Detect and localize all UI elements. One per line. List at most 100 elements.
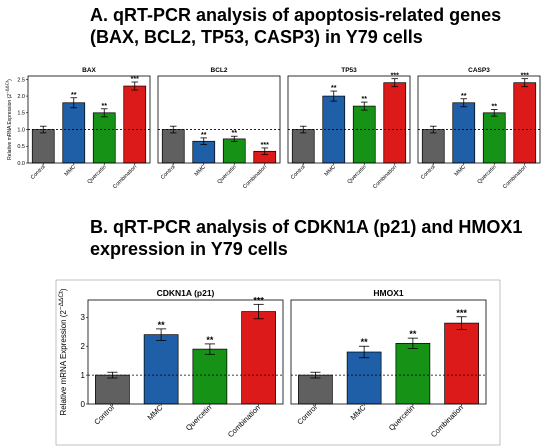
- bar: [161, 129, 185, 164]
- y-tick-label: 1: [81, 371, 86, 380]
- bar: [241, 311, 276, 405]
- chart-hmox1: Control ** MMC ** Quercetin *** Combination HMO…: [290, 288, 487, 439]
- y-axis-label-text: Relative mRNA Expression (2: [59, 310, 68, 416]
- y-tick-label: 1.0: [17, 127, 25, 133]
- chart-tp53: Control**MMC**Quercetin***CombinationTP5…: [287, 67, 411, 190]
- panel-a-heading: A. qRT-PCR analysis of apoptosis-related…: [90, 4, 530, 48]
- y-axis-label: Relative mRNA Expression (2−ΔΔCt): [58, 288, 68, 415]
- chart-title: CASP3: [468, 67, 490, 74]
- y-tick-label: 2.5: [17, 77, 25, 83]
- significance-label: **: [409, 329, 417, 339]
- bar: [31, 129, 55, 164]
- significance-label: ***: [261, 142, 269, 149]
- bar: [291, 129, 315, 164]
- bar: [383, 82, 407, 164]
- y-tick-label: 0.0: [17, 161, 25, 167]
- chart-bax: Control ** MMC ** Quercetin *** Combination BAX…: [5, 67, 151, 190]
- bar: [444, 322, 479, 405]
- chart-title: HMOX1: [373, 288, 404, 298]
- plot-frame: [157, 75, 281, 164]
- y-tick-label: 0.5: [17, 144, 25, 150]
- panel-a-heading-line2: (BAX, BCL2, TP53, CASP3) in Y79 cells: [90, 27, 423, 47]
- y-tick-label: 2: [81, 342, 86, 351]
- bar: [192, 348, 228, 405]
- y-tick-label: 1.5: [17, 111, 25, 117]
- chart-title: BCL2: [211, 67, 228, 74]
- y-axis-label: Relative mRNA Expression (2−ΔΔCt): [5, 79, 13, 160]
- bar: [92, 112, 116, 164]
- category-label: Combination: [372, 164, 398, 190]
- bar: [95, 374, 130, 405]
- y-tick-label: 3: [81, 313, 86, 322]
- bar: [395, 342, 431, 405]
- significance-label: **: [232, 130, 238, 137]
- bar: [513, 82, 537, 164]
- significance-label: **: [361, 337, 369, 347]
- bar: [482, 112, 506, 164]
- significance-label: **: [71, 92, 77, 99]
- y-axis-label-text: Relative mRNA Expression (2: [7, 94, 13, 160]
- bar: [222, 138, 246, 164]
- category-label: Combination: [429, 403, 465, 439]
- category-label: Quercetin: [184, 403, 213, 432]
- category-label: Quercetin: [87, 164, 108, 185]
- category-label: Quercetin: [217, 164, 238, 185]
- plot-frame: [87, 299, 284, 405]
- plot-frame: [417, 75, 541, 164]
- category-label: Quercetin: [347, 164, 368, 185]
- panel-b-heading-line2: expression in Y79 cells: [90, 239, 288, 259]
- panel-b-heading-line1: B. qRT-PCR analysis of CDKN1A (p21) and …: [90, 217, 523, 237]
- category-label: Control: [160, 164, 177, 181]
- category-label: MMC: [324, 164, 338, 178]
- significance-label: **: [331, 85, 337, 92]
- category-label: Combination: [502, 164, 528, 190]
- chart-title: BAX: [82, 67, 96, 74]
- panel-b-heading: B. qRT-PCR analysis of CDKN1A (p21) and …: [90, 216, 530, 260]
- category-label: Combination: [112, 164, 138, 190]
- significance-label: **: [362, 96, 368, 103]
- category-label: Control: [295, 403, 319, 427]
- chart-bcl2: Control ** MMC ** Quercetin *** Combination BCL…: [157, 67, 281, 190]
- significance-label: **: [206, 335, 214, 345]
- y-tick-label: 2.0: [17, 94, 25, 100]
- y-axis-label-superscript: −ΔΔCt: [5, 80, 10, 94]
- significance-label: **: [201, 132, 207, 139]
- category-label: Control: [420, 164, 437, 181]
- y-axis-label-close: ): [7, 79, 13, 81]
- y-axis-label-close: ): [59, 288, 68, 291]
- plot-frame: [290, 299, 487, 405]
- y-tick-label: 0: [81, 400, 86, 409]
- bar: [346, 351, 382, 405]
- panel-b-border: [55, 279, 501, 446]
- category-label: Control: [290, 164, 307, 181]
- chart-title: CDKN1A (p21): [157, 288, 215, 298]
- bar: [298, 374, 333, 405]
- category-label: Combination: [242, 164, 268, 190]
- panel-a-heading-line1: A. qRT-PCR analysis of apoptosis-related…: [90, 5, 502, 25]
- significance-label: **: [461, 93, 467, 100]
- significance-label: ***: [456, 308, 467, 318]
- bar: [143, 334, 179, 405]
- significance-label: **: [492, 103, 498, 110]
- bar: [62, 102, 86, 164]
- category-label: Quercetin: [477, 164, 498, 185]
- category-label: MMC: [64, 164, 78, 178]
- significance-label: **: [102, 103, 108, 110]
- plot-frame: [27, 75, 151, 164]
- category-label: Combination: [226, 403, 262, 439]
- category-label: MMC: [454, 164, 468, 178]
- bar: [421, 129, 445, 164]
- category-label: Control: [92, 403, 116, 427]
- category-label: MMC: [349, 403, 368, 422]
- category-label: Quercetin: [387, 403, 416, 432]
- significance-label: **: [158, 320, 166, 330]
- significance-label: ***: [131, 76, 139, 83]
- category-label: MMC: [194, 164, 208, 178]
- category-label: MMC: [146, 403, 165, 422]
- chart-cdkn1a-p21: Control**MMC**Quercetin***CombinationCDK…: [58, 288, 284, 439]
- bar: [452, 102, 476, 164]
- chart-title: TP53: [341, 67, 357, 74]
- bar: [123, 85, 147, 164]
- plot-frame: [287, 75, 411, 164]
